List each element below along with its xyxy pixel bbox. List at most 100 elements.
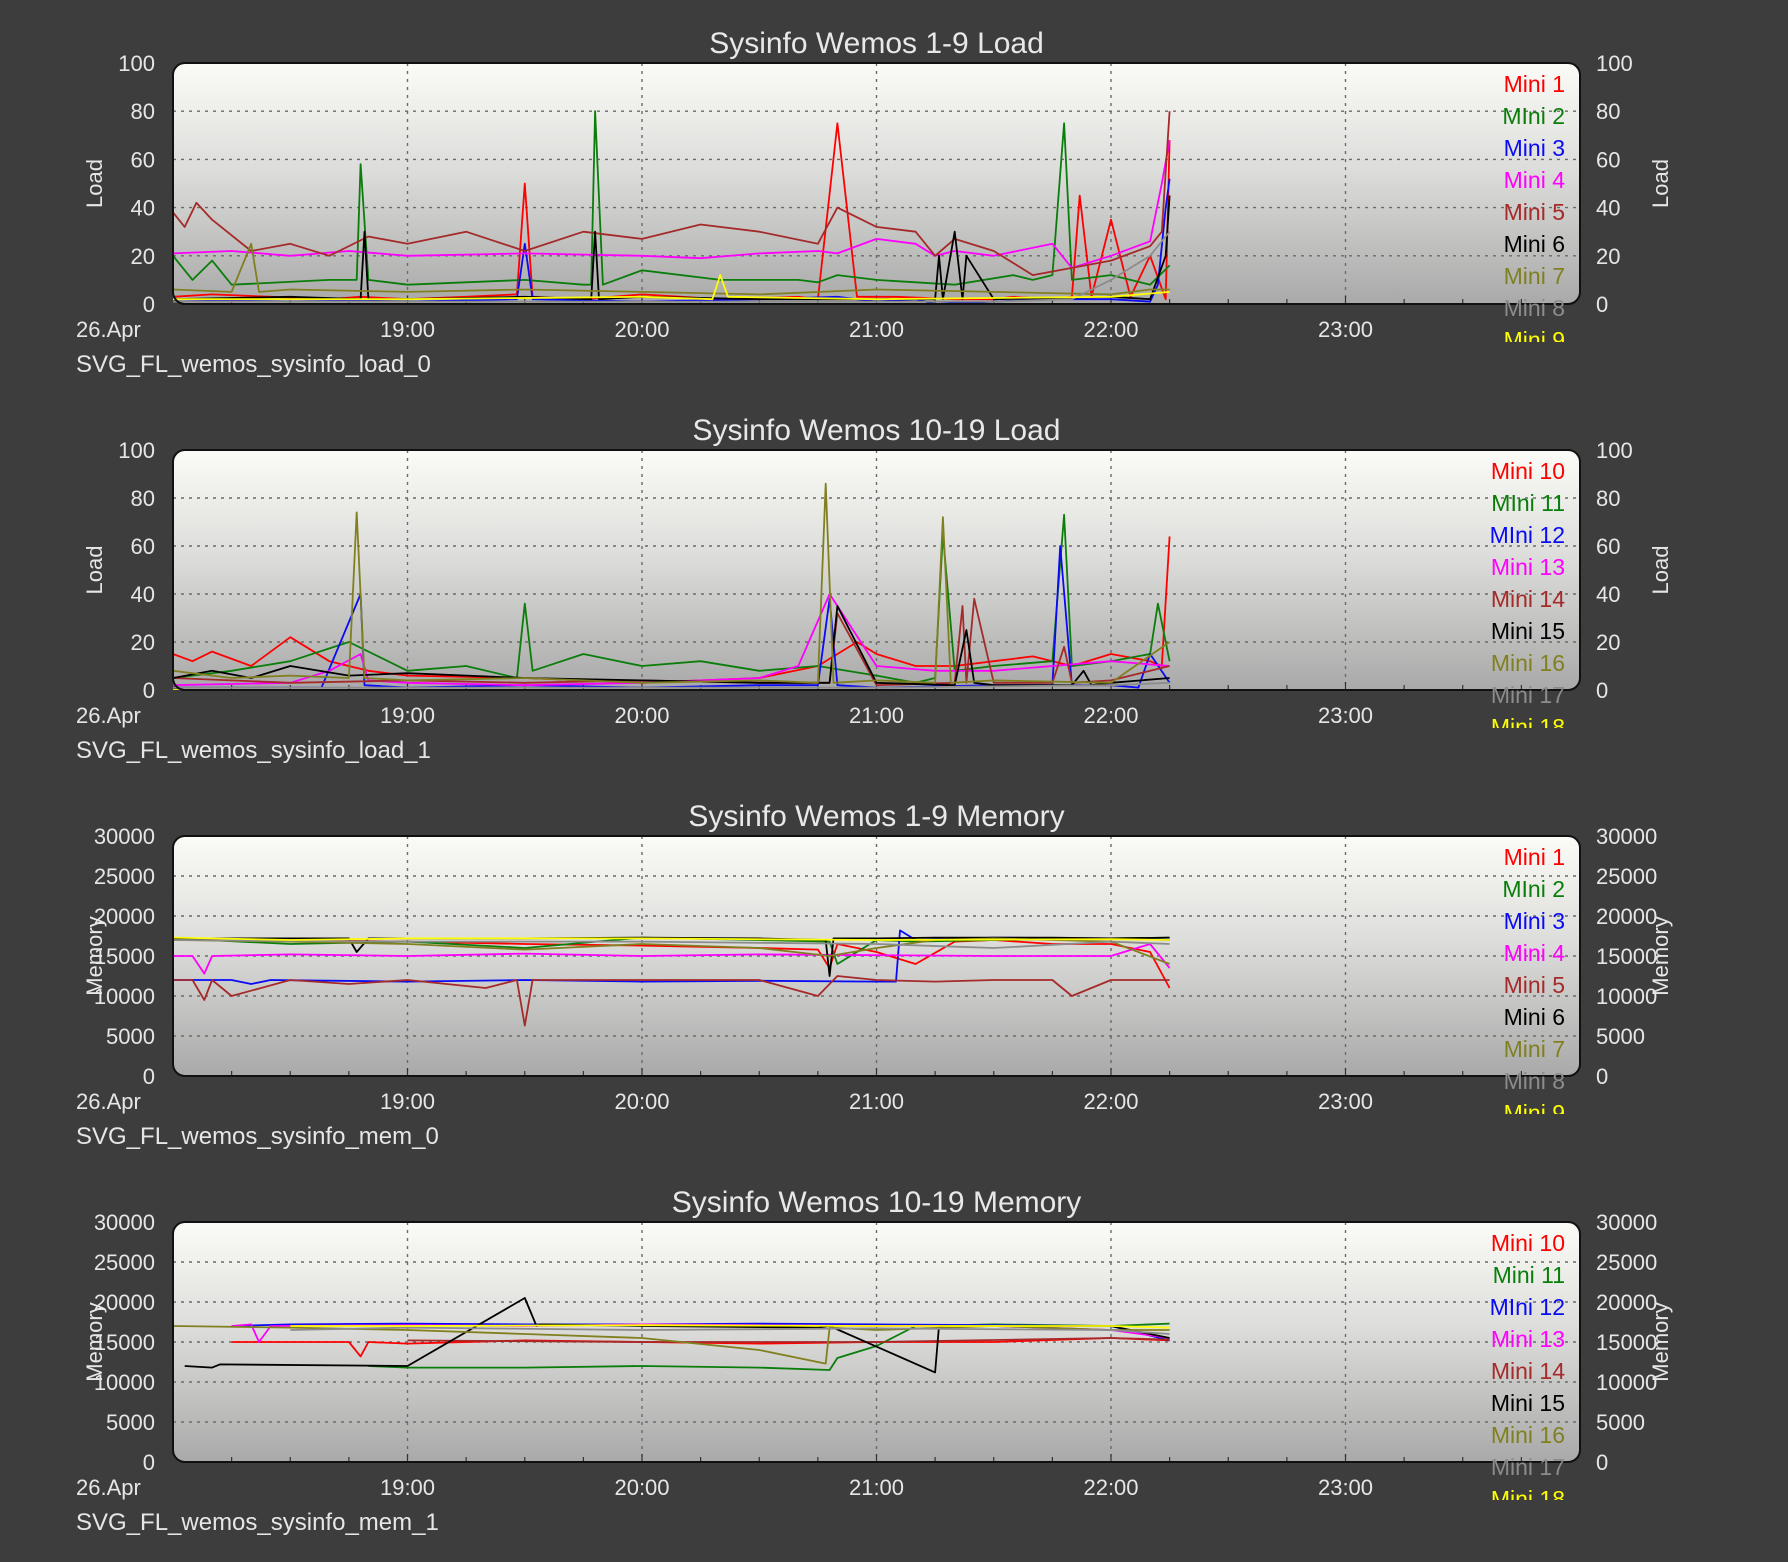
chart-panel: Sysinfo Wemos 1-9 Memory 0 0 5000 5000 10000 1…	[76, 800, 1673, 1150]
x-tick-label: 20:00	[614, 317, 669, 342]
x-tick-label: 21:00	[849, 1089, 904, 1114]
y-tick-label-right: 80	[1596, 486, 1620, 511]
y-tick-label-left: 80	[131, 99, 155, 124]
series-group	[173, 482, 1171, 690]
legend: Mini 10 MIni 11 MIni 12 Mini 13 Mini 14 Mini …	[1490, 458, 1566, 740]
legend-item: Mini 10	[1491, 1230, 1565, 1256]
y-axis-label-right: Load	[1648, 159, 1673, 208]
y-axis-label-right: Memory	[1648, 1302, 1673, 1381]
y-tick-label-left: 100	[118, 51, 155, 76]
x-tick-label: 19:00	[380, 1475, 435, 1500]
plot-caption: SVG_FL_wemos_sysinfo_load_1	[76, 737, 431, 764]
chart-title: Sysinfo Wemos 1-9 Memory	[688, 800, 1064, 833]
plot-caption: SVG_FL_wemos_sysinfo_mem_0	[76, 1123, 439, 1150]
y-tick-label-right: 20	[1596, 630, 1620, 655]
y-tick-label-left: 30000	[94, 824, 155, 849]
series-line	[173, 195, 1171, 301]
series-line	[290, 1324, 1170, 1329]
legend-item: Mini 5	[1504, 972, 1565, 998]
plot-caption: SVG_FL_wemos_sysinfo_load_0	[76, 351, 431, 378]
series-group	[173, 929, 1171, 1027]
x-tick-label: 22:00	[1083, 1475, 1138, 1500]
legend-item: Mini 13	[1491, 554, 1565, 580]
x-tick-label: 21:00	[849, 1475, 904, 1500]
legend-item: Mini 1	[1504, 71, 1565, 97]
x-tick-label: 22:00	[1083, 317, 1138, 342]
chart-title: Sysinfo Wemos 10-19 Memory	[672, 1186, 1082, 1219]
y-tick-label-right: 10000	[1596, 1370, 1657, 1395]
y-axis-label-left: Load	[82, 546, 107, 595]
legend-item: Mini 14	[1491, 586, 1565, 612]
x-tick-label: 22:00	[1083, 1089, 1138, 1114]
legend-item: Mini 8	[1504, 1068, 1565, 1094]
chart-title: Sysinfo Wemos 10-19 Load	[693, 414, 1061, 447]
y-tick-label-left: 20	[131, 244, 155, 269]
y-tick-label-right: 5000	[1596, 1024, 1645, 1049]
y-tick-label-right: 30000	[1596, 1210, 1657, 1235]
legend-item: Mini 18	[1491, 714, 1565, 740]
legend-item: Mini 6	[1504, 1004, 1565, 1030]
series-line	[173, 939, 1170, 949]
y-tick-label-right: 100	[1596, 438, 1633, 463]
y-tick-label-right: 0	[1596, 1450, 1608, 1475]
series-line	[173, 943, 1171, 975]
x-tick-label: 26.Apr	[76, 1475, 141, 1500]
y-tick-label-left: 30000	[94, 1210, 155, 1235]
legend-item: Mini 6	[1504, 231, 1565, 257]
series-line	[173, 110, 1171, 286]
x-tick-label: 23:00	[1318, 1089, 1373, 1114]
series-group	[173, 110, 1171, 304]
y-tick-label-left: 15000	[94, 1330, 155, 1355]
y-tick-label-right: 60	[1596, 147, 1620, 172]
series-line	[173, 975, 1170, 1027]
legend-item: Mini 8	[1504, 295, 1565, 321]
y-axis-label-left: Memory	[82, 916, 107, 995]
plot-frame	[172, 1221, 1581, 1463]
y-tick-label-right: 0	[1596, 678, 1608, 703]
plot-frame	[172, 835, 1581, 1077]
y-tick-label-left: 10000	[94, 1370, 155, 1395]
y-tick-label-right: 5000	[1596, 1410, 1645, 1435]
chart-title: Sysinfo Wemos 1-9 Load	[709, 27, 1044, 60]
x-tick-label: 23:00	[1318, 317, 1373, 342]
series-line	[173, 274, 1170, 301]
x-tick-label: 26.Apr	[76, 703, 141, 728]
legend-item: MIni 2	[1502, 876, 1565, 902]
legend: Mini 1 MIni 2 Mini 3 Mini 4 Mini 5 Mini 6 Mini…	[1502, 71, 1565, 342]
y-tick-label-left: 100	[118, 438, 155, 463]
series-line	[173, 242, 1170, 296]
x-tick-label: 21:00	[849, 317, 904, 342]
y-tick-label-right: 15000	[1596, 944, 1657, 969]
x-tick-label: 22:00	[1083, 703, 1138, 728]
y-tick-label-left: 10000	[94, 984, 155, 1009]
y-tick-label-right: 25000	[1596, 1250, 1657, 1275]
y-tick-label-left: 20	[131, 630, 155, 655]
series-group	[173, 1297, 1170, 1374]
legend-item: Mini 3	[1504, 908, 1565, 934]
y-tick-label-left: 0	[143, 678, 155, 703]
x-tick-label: 20:00	[614, 1475, 669, 1500]
series-line	[173, 231, 1171, 303]
x-tick-label: 23:00	[1318, 1475, 1373, 1500]
y-tick-label-left: 60	[131, 534, 155, 559]
y-tick-label-right: 20	[1596, 244, 1620, 269]
x-tick-label: 19:00	[380, 703, 435, 728]
y-tick-label-left: 60	[131, 147, 155, 172]
series-line	[173, 139, 1171, 269]
y-tick-label-right: 15000	[1596, 1330, 1657, 1355]
y-tick-label-left: 0	[143, 1064, 155, 1089]
y-tick-label-left: 20000	[94, 1290, 155, 1315]
x-tick-label: 19:00	[380, 1089, 435, 1114]
y-tick-label-right: 25000	[1596, 864, 1657, 889]
series-line	[173, 482, 1171, 684]
y-tick-label-right: 80	[1596, 99, 1620, 124]
legend-item: Mini 1	[1504, 844, 1565, 870]
legend-item: Mini 17	[1491, 1454, 1565, 1480]
x-tick-label: 20:00	[614, 1089, 669, 1114]
y-tick-label-left: 40	[131, 196, 155, 221]
x-tick-label: 21:00	[849, 703, 904, 728]
legend-item: Mini 16	[1491, 1422, 1565, 1448]
y-tick-label-right: 40	[1596, 582, 1620, 607]
series-line	[407, 1337, 1170, 1343]
series-line	[173, 936, 1170, 941]
